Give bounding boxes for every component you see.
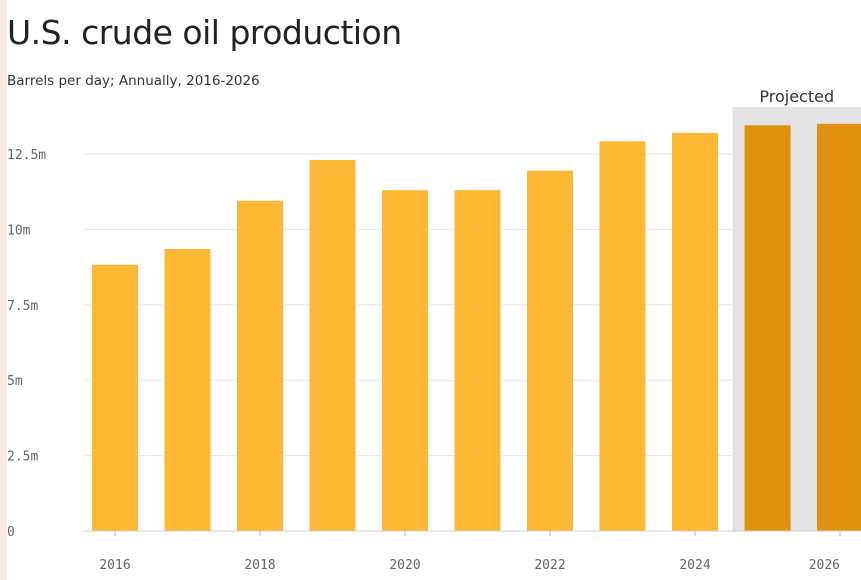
bar-2026 [817,123,861,531]
y-tick-label: 2.5m [7,450,38,465]
bar-2018 [237,200,283,532]
y-tick-label: 0 [7,525,15,540]
y-tick-label: 7.5m [7,299,38,314]
y-tick-label: 10m [7,223,31,238]
x-tick-label: 2022 [534,558,565,573]
projected-label: Projected [759,87,834,106]
bar-2022 [527,170,573,531]
chart-title: U.S. crude oil production [7,13,402,52]
x-tick-label: 2018 [244,558,275,573]
chart-card: U.S. crude oil production Barrels per da… [7,0,861,580]
chart-subtitle: Barrels per day; Annually, 2016-2026 [7,73,260,89]
bar-chart: Projected 0 2.5m 5m 7.5m 10m 12.5m 2016 2018 2020… [7,87,861,573]
bar-2017 [164,249,211,531]
bar-2023 [599,141,646,531]
bar-2021 [454,190,501,531]
x-tick-label: 2020 [389,558,420,573]
bar-2024 [672,132,718,531]
y-tick-label: 5m [7,374,23,389]
x-tick-label: 2024 [679,558,710,573]
x-tick-label: 2016 [99,558,130,573]
y-tick-label: 12.5m [7,148,46,163]
bar-2020 [382,190,428,531]
x-tick-label: 2026 [809,558,840,573]
bar-2019 [309,160,356,532]
bar-2025 [744,125,791,532]
bar-2016 [92,264,138,531]
